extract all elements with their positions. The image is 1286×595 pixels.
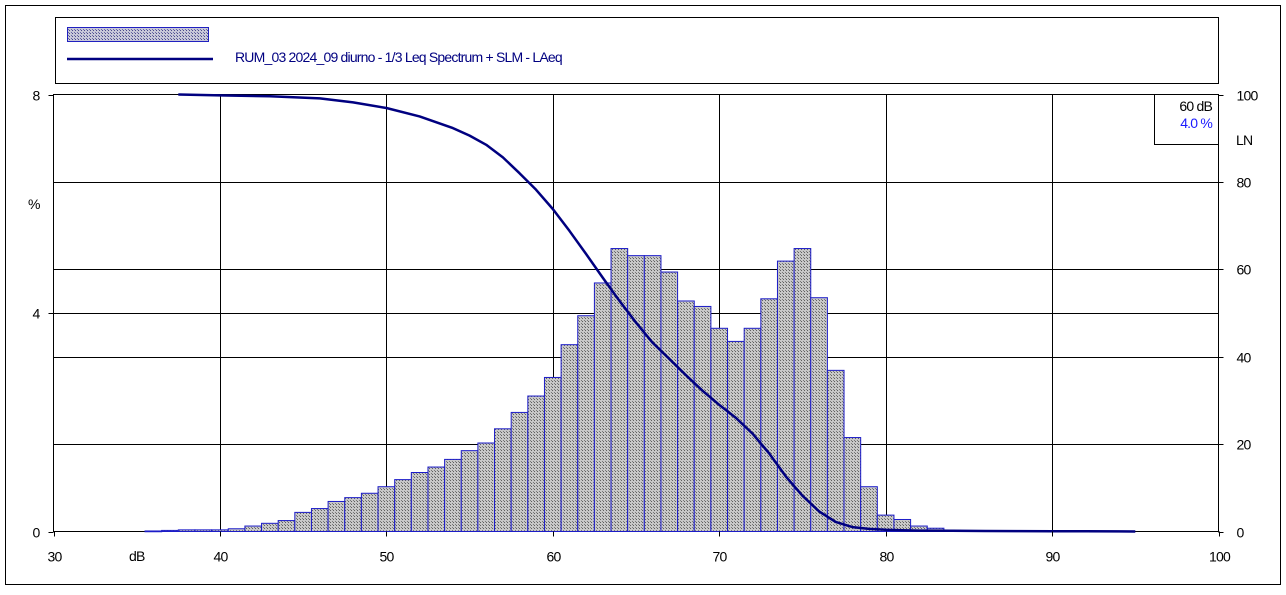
y-left-axis-label: %	[28, 196, 40, 212]
readout-box: 60 dB 4.0 %	[1154, 94, 1219, 145]
axes: 30 40 50 60 70 80 90 100 0 20 40 60 80 100 0 4 8	[33, 88, 1260, 565]
histogram-bar	[427, 466, 446, 533]
y-right-tick-label: 80	[1237, 175, 1252, 191]
histogram-bar	[760, 298, 778, 532]
histogram-bar	[460, 450, 479, 532]
histogram-bar	[494, 428, 512, 532]
y-left-tick-label: 8	[33, 88, 41, 104]
histogram-bar	[743, 327, 762, 533]
histogram-bar	[277, 520, 296, 533]
readout-level: 60 dB	[1179, 98, 1212, 114]
x-tick-label: 60	[547, 549, 562, 565]
histogram-bar	[161, 529, 179, 532]
x-tick-label: 50	[380, 549, 395, 565]
histogram-bar	[727, 340, 745, 532]
histogram-bar	[360, 492, 379, 533]
y-right-tick-label: 60	[1237, 262, 1252, 278]
legend-bar-swatch	[67, 27, 209, 42]
histogram-bar	[527, 395, 545, 532]
histogram-bar	[826, 369, 845, 533]
x-tick-label: 100	[1209, 549, 1231, 565]
histogram-bar	[843, 437, 862, 533]
y-right-tick-label: 40	[1237, 350, 1252, 366]
histogram-bar	[893, 518, 912, 532]
histogram-bar	[377, 486, 396, 532]
histogram-bar	[710, 327, 729, 533]
histogram-bar	[227, 528, 246, 532]
histogram-bar	[194, 529, 213, 533]
histogram-bar	[543, 376, 562, 532]
histogram-bar	[310, 508, 329, 532]
y-left-tick-label: 4	[33, 306, 41, 322]
histogram-bar	[244, 525, 263, 532]
histogram-bar	[776, 260, 795, 532]
histogram-bar	[660, 271, 679, 532]
histogram-bar	[693, 305, 712, 532]
histogram-bar	[593, 282, 612, 532]
histogram-bar	[677, 300, 695, 533]
histogram-bar	[261, 522, 279, 533]
histogram-bar	[560, 344, 579, 532]
histogram-bar	[410, 472, 429, 533]
histogram-bar	[477, 442, 496, 533]
histogram-bar	[344, 497, 362, 533]
histogram-bar	[510, 411, 529, 533]
legend-box	[55, 17, 1219, 84]
cumulative-ln-line	[178, 93, 1136, 533]
y-right-tick-label: 0	[1237, 525, 1245, 541]
y-right-tick-label: 100	[1237, 88, 1259, 104]
histogram-bar	[577, 315, 595, 533]
cumulative-curve	[178, 93, 1136, 533]
x-tick-label: 40	[214, 549, 229, 565]
histogram-bar	[211, 529, 229, 533]
histogram-bar	[327, 500, 346, 532]
x-axis-unit-label: dB	[129, 548, 145, 564]
y-right-axis-label: LN	[1236, 132, 1252, 148]
histogram-bar	[860, 486, 878, 532]
histogram-bar	[444, 458, 462, 532]
readout-percent: 4.0 %	[1180, 115, 1212, 131]
x-tick-label: 70	[713, 549, 728, 565]
histogram-bar	[810, 297, 828, 532]
y-right-tick-label: 20	[1237, 437, 1252, 453]
histogram-bar	[144, 530, 163, 533]
histogram-bar	[643, 255, 662, 533]
histogram-bar	[627, 255, 645, 533]
x-tick-label: 90	[1046, 549, 1061, 565]
y-left-tick-label: 0	[33, 525, 41, 541]
x-tick-label: 80	[880, 549, 895, 565]
histogram-bar	[177, 529, 196, 533]
legend-series-label: RUM_03 2024_09 diurno - 1/3 Leq Spectrum…	[235, 49, 562, 65]
legend: RUM_03 2024_09 diurno - 1/3 Leq Spectrum…	[55, 17, 1219, 84]
histogram-bar	[294, 511, 312, 532]
histogram-bar	[394, 479, 412, 533]
x-tick-label: 30	[48, 549, 63, 565]
